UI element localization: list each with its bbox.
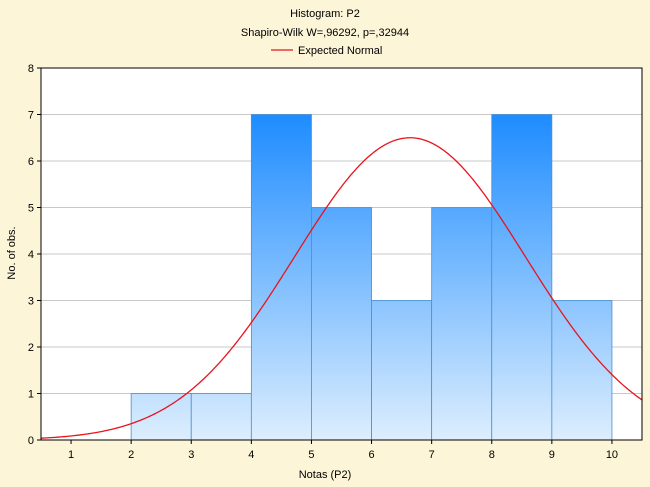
x-tick-label: 4: [248, 449, 254, 461]
x-axis-label: Notas (P2): [299, 469, 352, 481]
x-tick-label: 1: [68, 449, 74, 461]
y-tick-label: 8: [28, 63, 34, 75]
histogram-bar: [551, 300, 613, 441]
y-tick-label: 2: [28, 342, 34, 354]
y-tick-label: 6: [28, 156, 34, 168]
x-tick-label: 7: [429, 449, 435, 461]
x-tick-label: 10: [606, 449, 618, 461]
x-tick-label: 9: [549, 449, 555, 461]
y-tick-label: 3: [28, 296, 34, 308]
expected-normal-curve: [40, 137, 643, 439]
histogram-bar: [371, 300, 433, 441]
x-axis-ticks: 1 2 3 4 5 6 7 8 9 10: [68, 440, 618, 461]
chart-title: Histogram: P2: [290, 8, 360, 20]
y-tick-label: 5: [28, 203, 34, 215]
histogram-bar: [431, 207, 493, 441]
y-tick-label: 0: [28, 435, 34, 447]
y-tick-label: 1: [28, 389, 34, 401]
legend-label-expected-normal: Expected Normal: [298, 45, 382, 57]
histogram-bar: [311, 207, 372, 441]
chart-subtitle: Shapiro-Wilk W=,96292, p=,32944: [241, 27, 409, 39]
x-tick-label: 8: [489, 449, 495, 461]
histogram-bar: [491, 114, 553, 441]
y-tick-label: 7: [28, 110, 34, 122]
x-tick-label: 5: [308, 449, 314, 461]
histogram-bar: [190, 393, 252, 441]
x-tick-label: 2: [128, 449, 134, 461]
y-axis-label: No. of obs.: [6, 226, 18, 279]
bars: [130, 114, 613, 441]
x-tick-label: 6: [368, 449, 374, 461]
histogram-bar: [130, 393, 192, 441]
normal-curve-group: [40, 137, 643, 439]
x-tick-label: 3: [188, 449, 194, 461]
y-axis-ticks: 0 1 2 3 4 5 6 7 8: [28, 63, 41, 447]
y-tick-label: 4: [28, 249, 34, 261]
legend: Expected Normal: [271, 45, 382, 57]
